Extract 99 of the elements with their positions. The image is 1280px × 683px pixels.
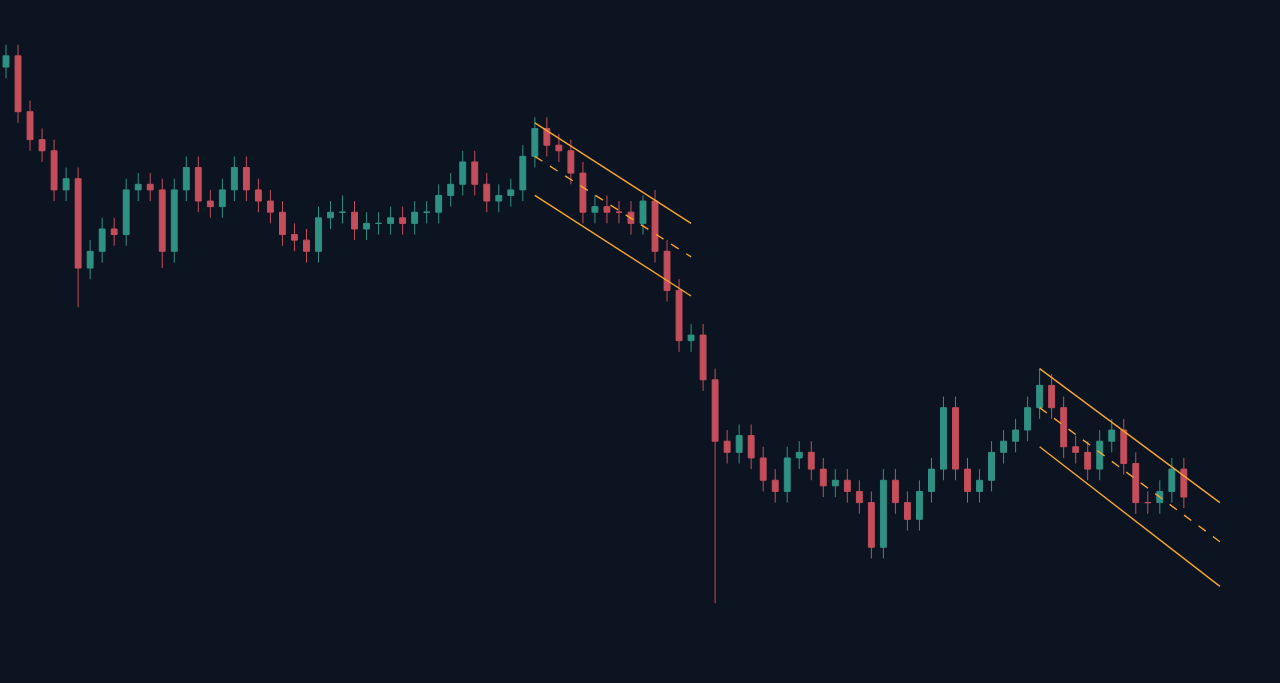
candlestick <box>603 194 611 224</box>
candlestick <box>411 200 419 236</box>
candlestick <box>915 479 923 532</box>
candlestick <box>1108 418 1116 453</box>
candlestick <box>663 239 671 303</box>
candlestick <box>783 446 791 504</box>
candlestick <box>1024 396 1032 442</box>
candlestick <box>976 468 983 504</box>
candlestick <box>507 178 515 208</box>
candlestick <box>98 217 106 263</box>
candlestick <box>771 468 779 504</box>
candlestick <box>1060 396 1068 459</box>
candlestick <box>62 167 70 202</box>
candlestick <box>1084 440 1092 481</box>
candlestick <box>339 194 346 224</box>
candlestick <box>819 457 827 498</box>
candlestick <box>459 150 467 196</box>
candlestick <box>242 155 250 202</box>
candlestick <box>879 468 887 559</box>
candlestick <box>843 468 851 504</box>
candlestick <box>627 200 635 236</box>
candlestick <box>218 178 226 219</box>
candlestick <box>26 100 34 152</box>
candlestick <box>122 178 130 247</box>
candlestick <box>1072 435 1080 465</box>
candlestick <box>38 127 46 163</box>
candlestick <box>351 200 358 241</box>
candlestick <box>940 396 947 481</box>
candlestick <box>867 490 875 559</box>
candlestick <box>1144 490 1152 515</box>
candlestick <box>675 278 683 353</box>
candlestick <box>86 239 94 280</box>
candlestick <box>291 222 298 252</box>
candlestick <box>567 139 575 185</box>
candlestick <box>399 206 407 236</box>
candlestick <box>423 200 431 224</box>
candlestick <box>807 440 815 481</box>
candlestick <box>1132 451 1140 515</box>
candlestick <box>855 479 863 515</box>
candlestick <box>519 144 527 202</box>
candlestick <box>375 211 383 236</box>
candlestick <box>158 178 166 269</box>
candlestick <box>1000 429 1008 465</box>
candlestick <box>543 116 551 157</box>
candlestick <box>194 155 202 213</box>
candlestick <box>795 440 803 470</box>
candlestick <box>74 167 82 308</box>
candlestick <box>591 194 599 224</box>
candlestick <box>315 206 322 263</box>
candlestick <box>988 440 995 492</box>
candlestick <box>555 133 563 163</box>
candlestick <box>134 172 142 202</box>
candlestick <box>1036 368 1044 420</box>
candlestick <box>735 423 743 465</box>
candlestick <box>699 323 707 392</box>
candlestick <box>687 323 695 353</box>
candlestick <box>279 200 286 247</box>
candlestick <box>928 457 935 504</box>
candlestick <box>50 139 58 202</box>
candlestick <box>182 155 190 202</box>
candlestick <box>639 194 647 236</box>
candlestick <box>1168 457 1176 504</box>
candlestick <box>964 457 971 504</box>
candlestick <box>711 368 719 604</box>
candlestick <box>110 217 118 247</box>
candlestick <box>759 446 767 492</box>
candlestick <box>206 189 214 219</box>
candlestick <box>483 172 491 213</box>
candlestick <box>435 183 443 224</box>
candlestick <box>146 172 154 202</box>
candlestick <box>14 44 22 124</box>
candlestick <box>1180 457 1188 509</box>
candlestick <box>495 183 503 213</box>
candlestick <box>1120 418 1128 476</box>
candlestick <box>1012 418 1020 453</box>
candlestick <box>447 172 455 208</box>
candlestick <box>1156 479 1164 515</box>
candlestick <box>303 228 310 263</box>
candlestick <box>266 189 274 224</box>
candlestick <box>254 178 262 213</box>
candlestick <box>531 116 539 169</box>
candlestick <box>579 161 587 224</box>
candlestick <box>363 211 371 241</box>
candlestick <box>903 490 911 532</box>
candlestick <box>747 423 755 470</box>
candlestick <box>1096 429 1104 481</box>
candlestick <box>615 200 623 224</box>
candlestick <box>471 150 479 196</box>
candlestick <box>831 468 839 498</box>
candlestick <box>723 429 731 465</box>
candlestick <box>952 396 959 481</box>
candlestick <box>387 206 395 236</box>
candlestick <box>170 178 178 263</box>
candlestick <box>1048 373 1056 420</box>
candlestick <box>327 200 334 230</box>
candlestick <box>2 44 10 79</box>
candlestick <box>230 155 238 202</box>
candlestick <box>891 468 899 515</box>
candlestick <box>651 189 659 263</box>
